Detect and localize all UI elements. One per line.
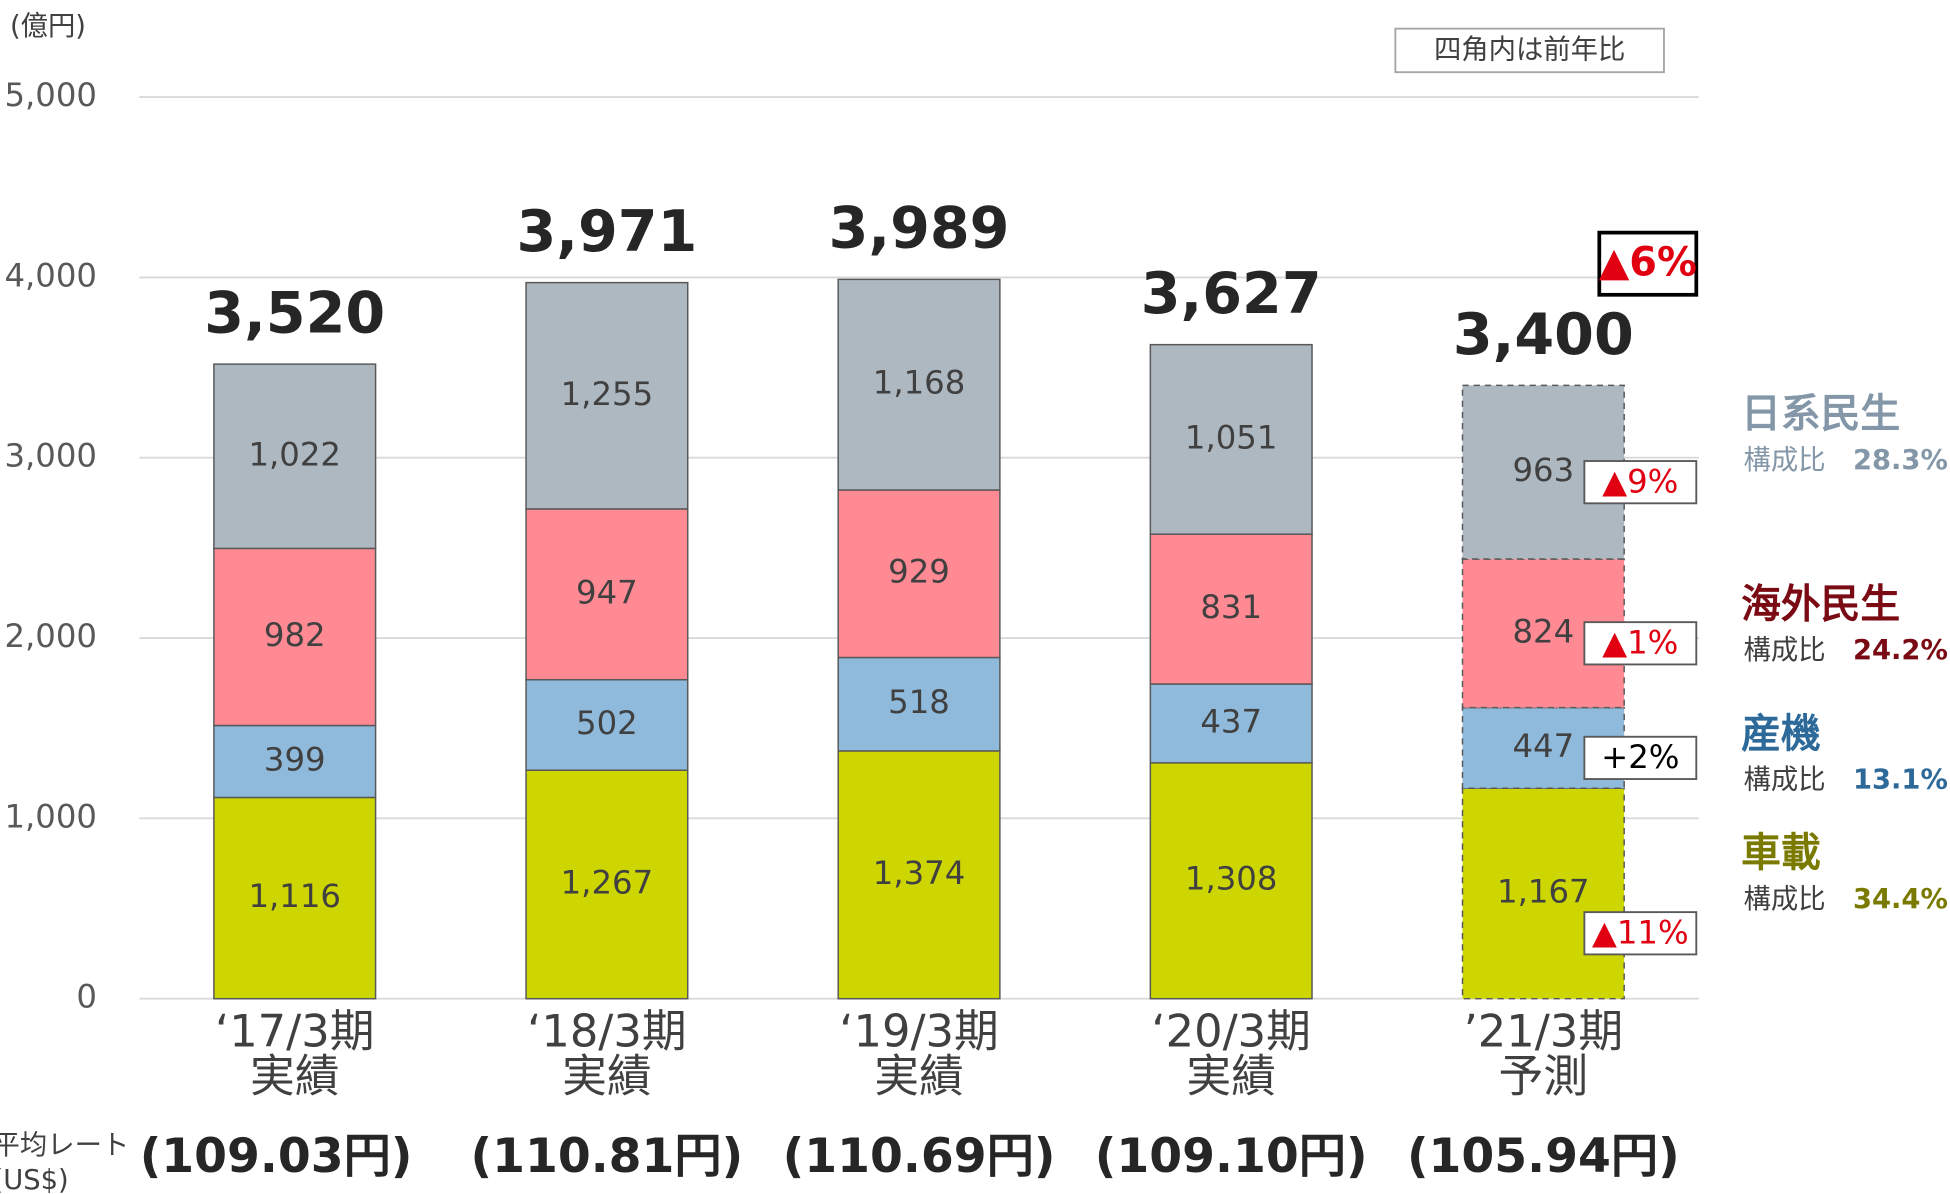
y-tick-label: 1,000: [4, 797, 97, 835]
segment-label: 947: [576, 573, 638, 611]
category-note: 実績: [250, 1050, 340, 1103]
category-note: 実績: [1186, 1050, 1276, 1103]
segment-label: 1,374: [873, 854, 966, 892]
legend-name: 産機: [1741, 711, 1821, 757]
legend-share-prefix: 構成比: [1744, 765, 1826, 796]
legend-share: 28.3%: [1853, 445, 1948, 476]
bar-segment: [837, 278, 1001, 491]
x-tick-label: ’21/3期: [1464, 1005, 1624, 1058]
legend-share-prefix: 構成比: [1744, 635, 1826, 666]
category-note: 実績: [562, 1050, 652, 1103]
legend-name: 車載: [1741, 830, 1821, 876]
segment-label: 929: [888, 553, 950, 591]
x-tick-label: ‘18/3期: [527, 1005, 687, 1058]
yoy-label: ▲1%: [1602, 624, 1678, 662]
yoy-box: [1583, 911, 1698, 956]
bar-segment: [1149, 533, 1313, 685]
segment-label: 982: [264, 616, 326, 654]
bar-segment: [837, 489, 1001, 659]
bar-segment: [213, 796, 377, 1000]
y-tick-label: 4,000: [4, 256, 97, 294]
bar-segment: [1461, 787, 1625, 1000]
total-label: 3,627: [1141, 261, 1322, 327]
legend-name: 海外民生: [1741, 581, 1900, 627]
segment-label: 447: [1512, 727, 1574, 765]
rate-label: (105.94円): [1407, 1129, 1680, 1184]
segment-label: 502: [576, 704, 638, 742]
unit-label: (億円): [10, 11, 86, 42]
bar-segment: [1149, 762, 1313, 1000]
bar-segment: [1149, 683, 1313, 764]
yoy-box: [1583, 460, 1698, 505]
bar-segment: [525, 508, 689, 681]
total-yoy-box: [1597, 230, 1699, 297]
bar-segment: [525, 281, 689, 510]
total-label: 3,971: [516, 199, 697, 265]
segment-label: 437: [1200, 702, 1262, 740]
segment-label: 831: [1200, 588, 1262, 626]
y-tick-label: 5,000: [4, 76, 97, 114]
note: 四角内は前年比: [1434, 35, 1625, 66]
segment-label: 824: [1512, 612, 1574, 650]
bar-segment: [213, 724, 377, 799]
total-label: 3,989: [829, 196, 1010, 262]
legend-share-prefix: 構成比: [1744, 884, 1826, 915]
segment-label: 1,051: [1185, 418, 1278, 456]
x-tick-label: ‘20/3期: [1151, 1005, 1311, 1058]
x-tick-label: ‘17/3期: [215, 1005, 375, 1058]
yoy-box: [1583, 621, 1698, 666]
legend-share: 34.4%: [1853, 884, 1948, 915]
category-note: 予測: [1499, 1050, 1589, 1103]
rate-axis-label: (US$): [0, 1165, 69, 1194]
yoy-box: [1583, 735, 1698, 780]
bar-segment: [837, 750, 1001, 1000]
note-box: [1394, 27, 1665, 74]
rate-axis-label: 平均レート: [0, 1130, 129, 1161]
segment-label: 1,168: [873, 364, 966, 402]
legend-share: 24.2%: [1853, 635, 1948, 666]
segment-label: 1,022: [248, 435, 341, 473]
legend-share-prefix: 構成比: [1744, 445, 1826, 476]
category-note: 実績: [874, 1050, 964, 1103]
segment-label: 399: [264, 740, 326, 778]
total-yoy-label: ▲6%: [1599, 239, 1697, 285]
legend-share: 13.1%: [1853, 765, 1948, 796]
segment-label: 1,308: [1185, 860, 1278, 898]
y-tick-label: 3,000: [4, 437, 97, 475]
bar-segment: [837, 656, 1001, 752]
rate-label: (109.03円): [140, 1129, 413, 1184]
total-label: 3,400: [1453, 302, 1634, 368]
rate-label: (110.81円): [470, 1129, 743, 1184]
yoy-label: +2%: [1601, 738, 1679, 776]
segment-label: 1,116: [248, 877, 341, 915]
bar-segment: [1149, 343, 1313, 535]
x-tick-label: ‘19/3期: [839, 1005, 999, 1058]
bar-segment: [525, 769, 689, 1000]
rate-label: (109.10円): [1095, 1129, 1368, 1184]
segment-label: 1,255: [561, 375, 654, 413]
segment-label: 1,167: [1497, 872, 1590, 910]
y-tick-label: 2,000: [4, 617, 97, 655]
segment-label: 963: [1512, 451, 1574, 489]
bar-segment: [213, 363, 377, 550]
total-label: 3,520: [204, 280, 385, 346]
segment-label: 1,267: [561, 863, 654, 901]
yoy-label: ▲11%: [1592, 914, 1689, 952]
segment-label: 518: [888, 683, 950, 721]
yoy-label: ▲9%: [1602, 462, 1678, 500]
y-tick-label: 0: [76, 978, 97, 1016]
legend-name: 日系民生: [1741, 391, 1900, 437]
rate-label: (110.69円): [783, 1129, 1056, 1184]
